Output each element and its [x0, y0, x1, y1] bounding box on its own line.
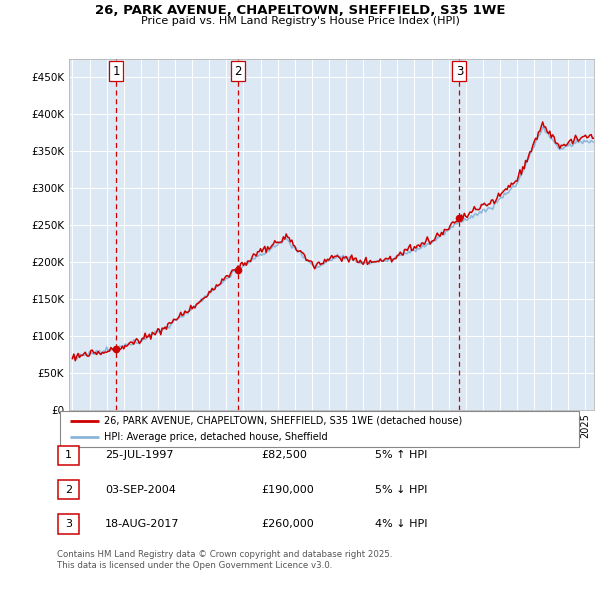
Text: £260,000: £260,000 — [261, 519, 314, 529]
Text: 18-AUG-2017: 18-AUG-2017 — [105, 519, 179, 529]
FancyBboxPatch shape — [60, 411, 579, 447]
Text: HPI: Average price, detached house, Sheffield: HPI: Average price, detached house, Shef… — [104, 432, 328, 442]
FancyBboxPatch shape — [58, 514, 79, 534]
Text: 26, PARK AVENUE, CHAPELTOWN, SHEFFIELD, S35 1WE (detached house): 26, PARK AVENUE, CHAPELTOWN, SHEFFIELD, … — [104, 416, 463, 426]
Text: £82,500: £82,500 — [261, 451, 307, 460]
Text: 2: 2 — [234, 65, 242, 78]
Text: 1: 1 — [65, 451, 72, 460]
Text: 1: 1 — [113, 65, 120, 78]
Text: £190,000: £190,000 — [261, 485, 314, 494]
Text: 03-SEP-2004: 03-SEP-2004 — [105, 485, 176, 494]
Text: Contains HM Land Registry data © Crown copyright and database right 2025.: Contains HM Land Registry data © Crown c… — [57, 550, 392, 559]
Text: 4% ↓ HPI: 4% ↓ HPI — [375, 519, 427, 529]
Text: 2: 2 — [65, 485, 72, 494]
FancyBboxPatch shape — [58, 480, 79, 500]
Text: 3: 3 — [65, 519, 72, 529]
Text: 25-JUL-1997: 25-JUL-1997 — [105, 451, 173, 460]
Text: 5% ↑ HPI: 5% ↑ HPI — [375, 451, 427, 460]
Text: 5% ↓ HPI: 5% ↓ HPI — [375, 485, 427, 494]
Text: 26, PARK AVENUE, CHAPELTOWN, SHEFFIELD, S35 1WE: 26, PARK AVENUE, CHAPELTOWN, SHEFFIELD, … — [95, 4, 505, 17]
FancyBboxPatch shape — [58, 445, 79, 466]
Text: 3: 3 — [455, 65, 463, 78]
Text: Price paid vs. HM Land Registry's House Price Index (HPI): Price paid vs. HM Land Registry's House … — [140, 16, 460, 26]
Text: This data is licensed under the Open Government Licence v3.0.: This data is licensed under the Open Gov… — [57, 561, 332, 570]
